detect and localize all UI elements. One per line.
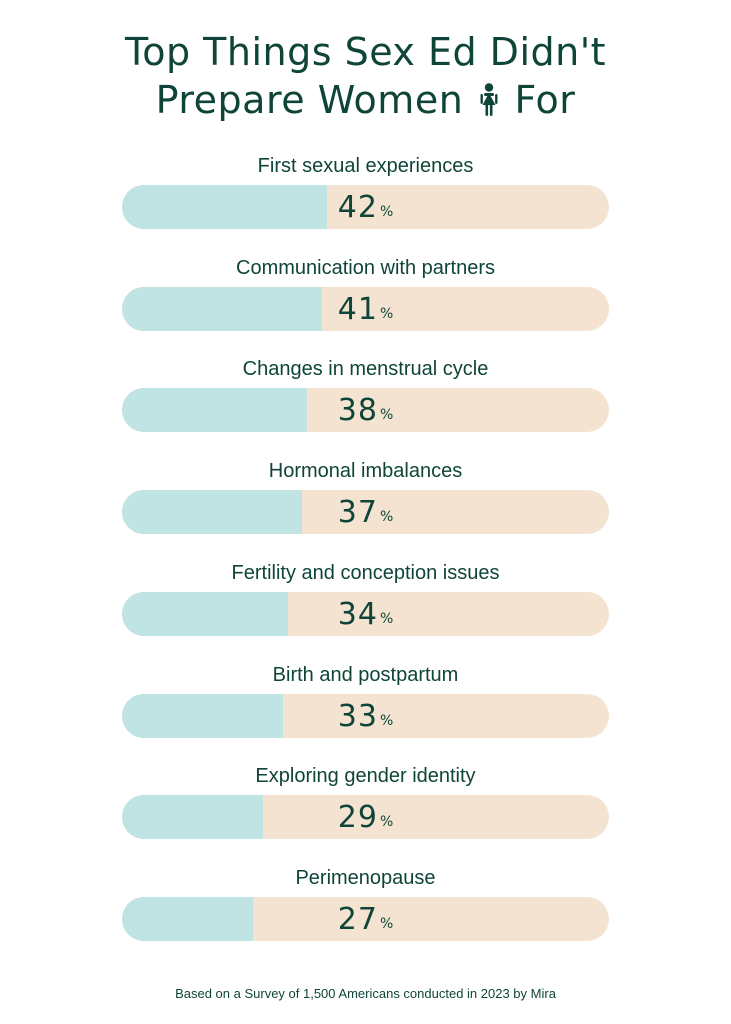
bar-row: Fertility and conception issues 34% — [0, 561, 731, 661]
bar-fill — [122, 897, 254, 941]
chart-title-line-1: Top Things Sex Ed Didn't — [124, 30, 607, 74]
bar-fill — [122, 490, 303, 534]
woman-icon — [480, 80, 498, 128]
data-label-value: 42 — [337, 189, 378, 225]
bar-row: Hormonal imbalances 37% — [0, 459, 731, 559]
bar-track: 38% — [122, 388, 609, 432]
bar-fill — [122, 185, 327, 229]
bar-fill — [122, 592, 288, 636]
bar-fill — [122, 287, 322, 331]
bar-row: Exploring gender identity 29% — [0, 764, 731, 864]
bar-row: Communication with partners 41% — [0, 256, 731, 356]
data-label-unit: % — [379, 407, 394, 423]
bar-track: 27% — [122, 897, 609, 941]
data-label-unit: % — [379, 509, 394, 525]
data-label-value: 27 — [337, 901, 378, 937]
category-label: First sexual experiences — [257, 155, 474, 177]
category-label: Exploring gender identity — [255, 765, 476, 787]
data-label: 41% — [122, 287, 609, 331]
category-label: Birth and postpartum — [272, 664, 459, 686]
data-label-value: 41 — [337, 291, 378, 327]
data-label: 37% — [122, 490, 609, 534]
data-label-unit: % — [379, 611, 394, 627]
bar-track: 41% — [122, 287, 609, 331]
data-label: 27% — [122, 897, 609, 941]
bar-fill — [122, 694, 283, 738]
bar-fill — [122, 388, 308, 432]
bar-fill — [122, 795, 264, 839]
bar-track: 34% — [122, 592, 609, 636]
data-label: 42% — [122, 185, 609, 229]
bar-track: 29% — [122, 795, 609, 839]
data-label: 38% — [122, 388, 609, 432]
data-label-value: 34 — [337, 596, 378, 632]
data-label-unit: % — [379, 814, 394, 830]
bar-track: 37% — [122, 490, 609, 534]
bar-row: First sexual experiences 42% — [0, 154, 731, 254]
data-label-value: 29 — [337, 799, 378, 835]
category-label: Perimenopause — [295, 867, 436, 889]
bar-track: 42% — [122, 185, 609, 229]
source-footnote: Based on a Survey of 1,500 Americans con… — [175, 986, 556, 1001]
data-label: 34% — [122, 592, 609, 636]
data-label: 33% — [122, 694, 609, 738]
chart-title-line-2-end: For — [514, 78, 576, 122]
category-label: Hormonal imbalances — [268, 460, 463, 482]
data-label-value: 33 — [337, 698, 378, 734]
data-label-unit: % — [379, 713, 394, 729]
bar-track: 33% — [122, 694, 609, 738]
chart-title-line-2-start: Prepare Women — [155, 78, 464, 122]
data-label: 29% — [122, 795, 609, 839]
data-label-unit: % — [379, 916, 394, 932]
data-label-value: 37 — [337, 494, 378, 530]
category-label: Communication with partners — [236, 257, 495, 279]
chart-title: Top Things Sex Ed Didn't Prepare Women F… — [0, 28, 731, 128]
category-label: Fertility and conception issues — [231, 562, 500, 584]
data-label-unit: % — [379, 306, 394, 322]
chart-title-line-2: Prepare Women For — [0, 76, 731, 128]
bar-row: Birth and postpartum 33% — [0, 663, 731, 763]
bar-row: Perimenopause 27% — [0, 866, 731, 966]
bar-row: Changes in menstrual cycle 38% — [0, 357, 731, 457]
data-label-unit: % — [379, 204, 394, 220]
data-label-value: 38 — [337, 392, 378, 428]
category-label: Changes in menstrual cycle — [242, 358, 489, 380]
